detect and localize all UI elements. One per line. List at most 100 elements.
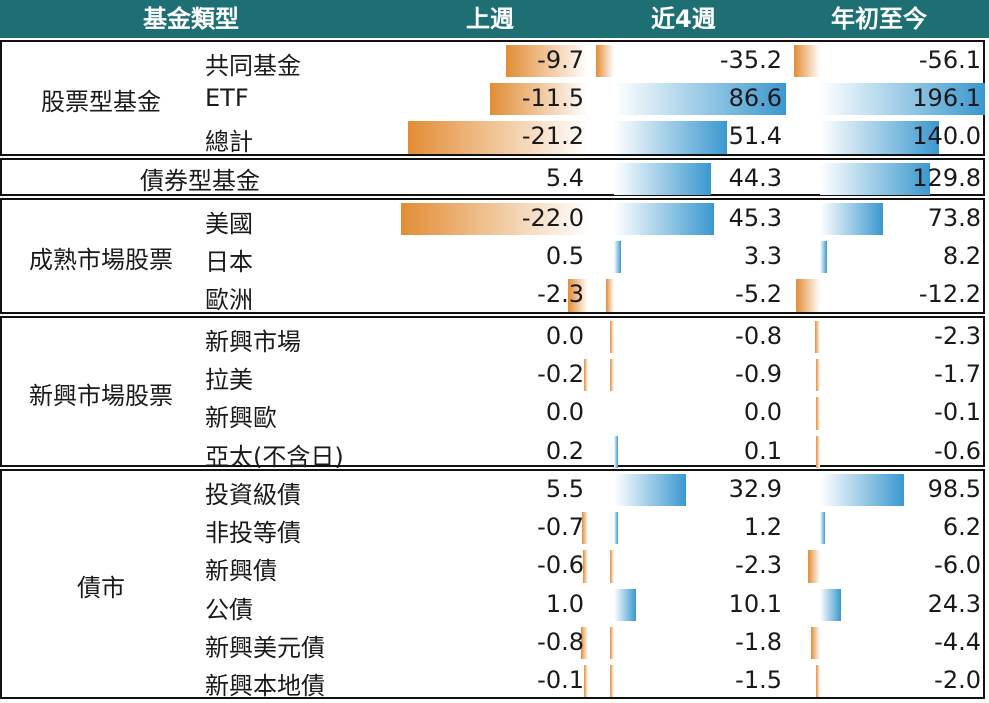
value-bar xyxy=(614,512,618,545)
value-cell: -2.0 xyxy=(934,666,981,694)
value-cell: -11.5 xyxy=(521,84,584,113)
value-cell: 6.2 xyxy=(942,513,981,542)
table-header: 基金類型 上週 近4週 年初至今 xyxy=(0,0,989,38)
value-cell: -0.6 xyxy=(537,551,584,580)
value-bar xyxy=(610,321,614,354)
value-cell: -21.2 xyxy=(521,122,584,151)
value-bar xyxy=(614,163,712,196)
row-label: 總計 xyxy=(205,128,253,157)
group-name: 新興市場股票 xyxy=(29,381,173,410)
value-bar xyxy=(816,397,820,430)
group-name: 債市 xyxy=(77,574,125,602)
header-period-4weeks: 近4週 xyxy=(651,5,716,33)
value-cell: -0.7 xyxy=(537,513,584,542)
row-label: 新興美元債 xyxy=(205,633,325,662)
value-bar xyxy=(407,121,588,154)
value-bar xyxy=(614,241,622,274)
value-cell: -1.7 xyxy=(934,360,981,389)
value-bar xyxy=(614,83,786,116)
header-period-week: 上週 xyxy=(466,5,514,33)
value-bar xyxy=(614,474,687,507)
value-cell: -9.7 xyxy=(537,46,584,74)
value-bar xyxy=(820,588,841,621)
row-label: 投資級債 xyxy=(205,481,301,509)
value-cell: -6.0 xyxy=(934,551,981,580)
row-label: 歐洲 xyxy=(205,286,253,315)
row-label: 亞太(不含日) xyxy=(205,442,344,471)
value-cell: -35.2 xyxy=(719,46,782,74)
row-label: 拉美 xyxy=(205,366,253,395)
value-bar xyxy=(820,121,939,154)
value-bar xyxy=(614,203,714,236)
value-bar xyxy=(610,359,614,392)
value-bar xyxy=(584,665,588,698)
value-cell: 45.3 xyxy=(728,204,782,232)
value-cell: 98.5 xyxy=(927,475,981,503)
value-cell: 44.3 xyxy=(728,164,782,192)
value-bar xyxy=(820,512,826,545)
row-label: 新興歐 xyxy=(205,404,277,433)
value-bar xyxy=(614,435,618,468)
value-bar xyxy=(816,359,820,392)
value-cell: -22.0 xyxy=(521,204,584,232)
value-cell: -0.1 xyxy=(537,666,584,694)
value-bar xyxy=(610,626,614,659)
value-bar xyxy=(596,45,614,78)
value-bar xyxy=(610,550,614,583)
value-cell: 3.3 xyxy=(743,242,782,271)
group-developed xyxy=(0,198,985,314)
value-bar xyxy=(794,45,820,78)
row-label: 日本 xyxy=(205,248,253,277)
value-cell: 32.9 xyxy=(728,475,782,503)
value-cell: -2.3 xyxy=(735,551,782,580)
value-bar xyxy=(584,359,588,392)
value-bar xyxy=(614,588,637,621)
value-bar xyxy=(808,550,820,583)
value-cell: -0.8 xyxy=(735,322,782,350)
value-cell: 73.8 xyxy=(927,204,981,232)
value-cell: 1.2 xyxy=(743,513,782,542)
value-bar xyxy=(505,45,588,78)
value-bar xyxy=(582,550,588,583)
value-cell: -12.2 xyxy=(918,280,981,309)
value-cell: -1.8 xyxy=(735,627,782,656)
value-cell: 129.8 xyxy=(912,164,981,192)
value-cell: -1.5 xyxy=(735,666,782,694)
group-bond-market xyxy=(0,469,985,699)
value-bar xyxy=(815,321,820,354)
value-cell: -0.9 xyxy=(735,360,782,389)
header-period-ytd: 年初至今 xyxy=(831,5,927,33)
value-bar xyxy=(816,435,820,468)
group-emerging xyxy=(0,316,985,467)
row-label: 公債 xyxy=(205,595,253,624)
value-cell: -5.2 xyxy=(735,280,782,309)
row-label: 新興本地債 xyxy=(205,672,325,700)
value-bar xyxy=(820,203,883,236)
group-name: 債券型基金 xyxy=(140,167,260,195)
group-bond-fund xyxy=(0,158,985,196)
value-bar xyxy=(614,121,728,154)
value-cell: 0.0 xyxy=(743,398,782,427)
value-cell: 1.0 xyxy=(545,589,584,618)
value-bar xyxy=(490,83,588,116)
value-bar xyxy=(568,279,588,312)
row-label: ETF xyxy=(205,84,249,113)
value-bar xyxy=(795,279,820,312)
value-cell: 140.0 xyxy=(912,122,981,151)
value-cell: 0.5 xyxy=(545,242,584,271)
value-cell: -2.3 xyxy=(934,322,981,350)
row-label: 新興市場 xyxy=(205,328,301,356)
value-bar xyxy=(606,279,614,312)
row-label: 美國 xyxy=(205,210,253,238)
value-cell: 0.0 xyxy=(545,322,584,350)
value-cell: -0.1 xyxy=(934,398,981,427)
value-bar xyxy=(820,163,931,196)
value-cell: 0.2 xyxy=(545,436,584,465)
value-bar xyxy=(582,512,588,545)
value-cell: 10.1 xyxy=(728,589,782,618)
value-bar xyxy=(816,665,820,698)
row-label: 非投等債 xyxy=(205,519,301,548)
value-cell: 0.0 xyxy=(545,398,584,427)
value-cell: -0.2 xyxy=(537,360,584,389)
value-cell: 86.6 xyxy=(728,84,782,113)
